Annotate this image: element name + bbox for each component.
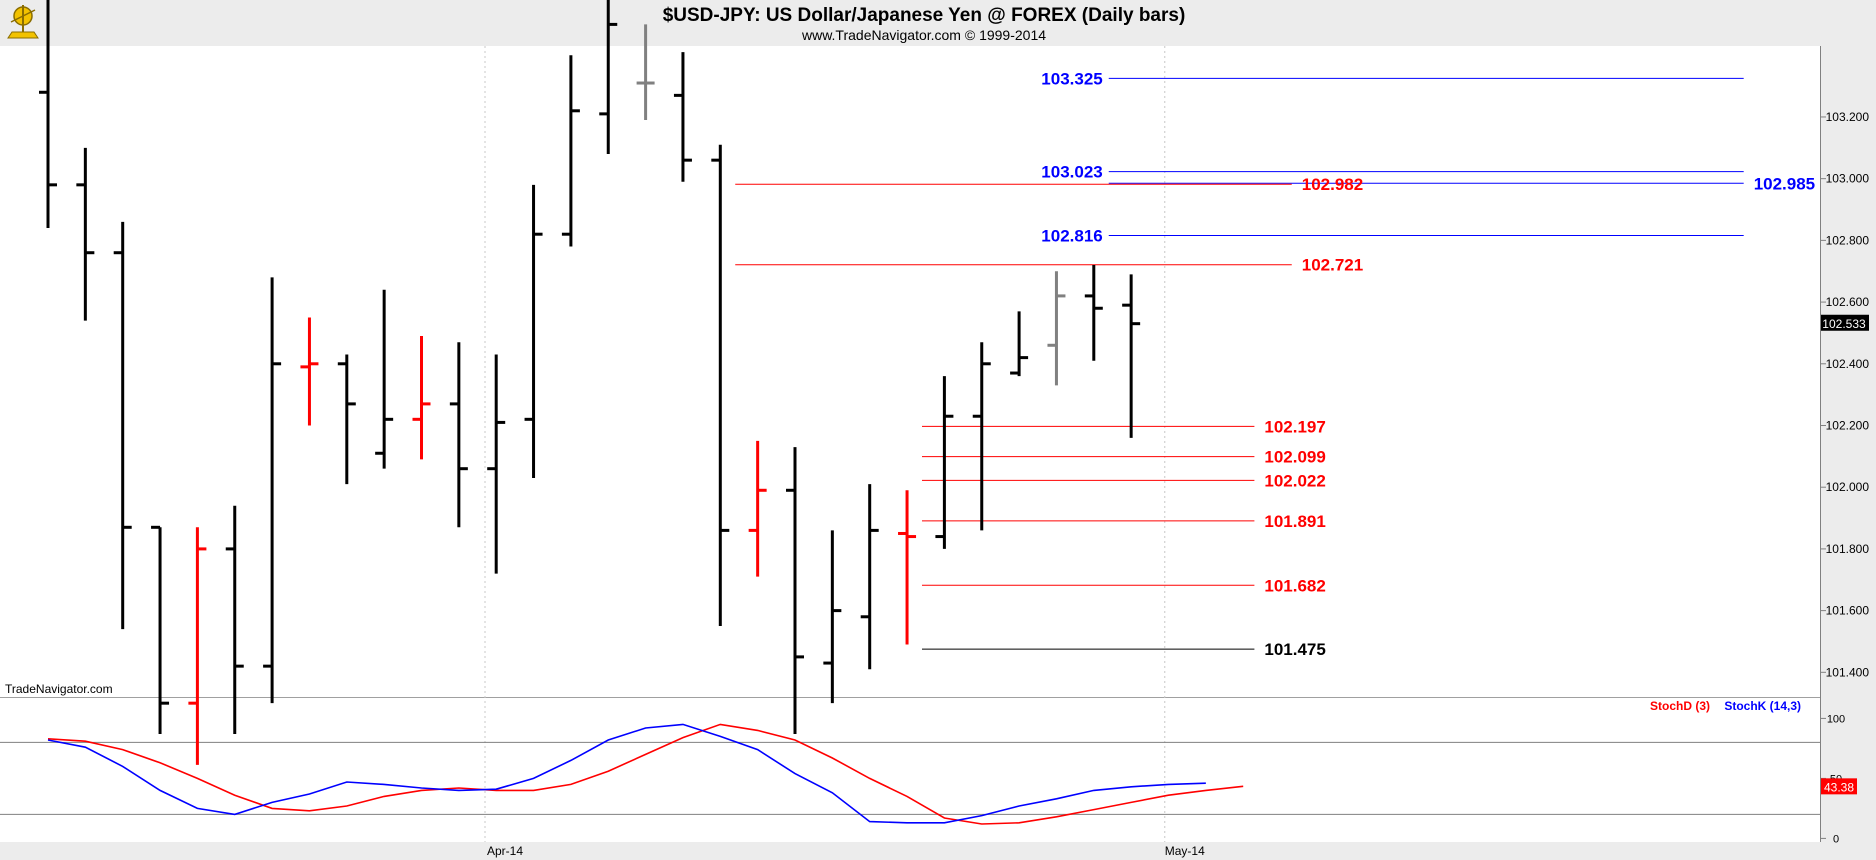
x-tick-label: Apr-14	[487, 844, 523, 858]
trade-navigator-logo-icon	[7, 5, 39, 39]
legend-stoch-k: StochK (14,3)	[1724, 699, 1801, 713]
price-bar	[375, 289, 394, 469]
y-tick-label: 103.200	[1826, 110, 1870, 124]
price-bar	[1122, 274, 1141, 438]
price-bar	[748, 440, 767, 577]
price-bar	[524, 184, 543, 478]
price-bar	[898, 490, 917, 645]
price-bar	[935, 376, 954, 549]
stoch-series-line	[47, 723, 1244, 825]
y-tick-label: 102.600	[1826, 295, 1870, 309]
level-label: 102.197	[1264, 417, 1325, 436]
level-label: 103.325	[1041, 69, 1102, 88]
level-label: 101.891	[1264, 512, 1325, 531]
level-label: 102.721	[1302, 256, 1363, 275]
level-label: 101.682	[1264, 576, 1325, 595]
stochastic-panel	[0, 698, 1820, 842]
price-bar	[337, 354, 356, 485]
price-bar	[300, 317, 319, 426]
price-panel	[0, 46, 1820, 697]
price-bar	[673, 52, 692, 182]
y-tick-label: 102.000	[1826, 480, 1870, 494]
price-bar	[860, 484, 879, 670]
stoch-series-line	[47, 723, 1206, 824]
stochastic-lines	[47, 723, 1244, 825]
level-label: 103.023	[1041, 163, 1102, 182]
level-label: 102.099	[1264, 448, 1325, 467]
chart-title: $USD-JPY: US Dollar/Japanese Yen @ FOREX…	[663, 5, 1186, 26]
price-bar	[711, 144, 730, 627]
level-label: 102.985	[1754, 174, 1815, 193]
chart-subtitle: www.TradeNavigator.com © 1999-2014	[801, 27, 1046, 43]
price-bar	[786, 447, 804, 735]
level-label: 101.475	[1264, 640, 1325, 659]
last-price-badge	[1821, 314, 1869, 331]
stoch-y-tick-label: 100	[1827, 713, 1845, 725]
y-tick-label: 102.800	[1826, 233, 1870, 247]
y-tick-label: 103.000	[1826, 172, 1870, 186]
price-bar	[188, 527, 207, 765]
price-levels: 103.325 103.023 102.985 102.982 102.816 102.7…	[735, 69, 1815, 659]
last-stoch-label: 43.38	[1824, 780, 1854, 794]
price-bar	[1084, 265, 1103, 361]
price-bar	[972, 342, 991, 531]
y-tick-label: 101.600	[1826, 604, 1870, 618]
axes: 103.200 103.000 102.800 102.600 102.400 102.2…	[487, 46, 1869, 858]
price-bar	[225, 505, 244, 735]
price-bar	[449, 342, 468, 528]
level-label: 102.982	[1302, 175, 1363, 194]
price-bar	[1010, 311, 1029, 377]
x-tick-label: May-14	[1165, 844, 1205, 858]
price-bar	[412, 336, 431, 460]
watermark: TradeNavigator.com	[5, 682, 113, 696]
price-bars	[39, 0, 1141, 765]
price-bar	[151, 525, 170, 735]
price-bar	[599, 0, 618, 154]
price-bar	[76, 147, 95, 321]
price-bar	[113, 221, 132, 630]
price-bar	[636, 24, 655, 121]
last-stoch-badge	[1821, 778, 1857, 795]
price-bar	[39, 0, 57, 229]
price-bar	[1047, 271, 1066, 386]
price-bar	[487, 354, 506, 574]
legend-stoch-d: StochD (3)	[1650, 699, 1710, 713]
y-tick-label: 101.800	[1826, 542, 1870, 556]
level-label: 102.022	[1264, 471, 1325, 490]
price-bar	[561, 55, 580, 247]
price-bar	[823, 530, 842, 704]
last-price-label: 102.533	[1822, 317, 1866, 331]
y-tick-label: 102.400	[1826, 357, 1870, 371]
stoch-y-tick-label: 0	[1833, 833, 1839, 845]
level-label: 102.816	[1041, 226, 1102, 245]
grid-lines	[0, 46, 1820, 842]
y-tick-label: 102.200	[1826, 418, 1870, 432]
price-bar	[263, 277, 282, 704]
y-tick-label: 101.400	[1826, 665, 1870, 679]
